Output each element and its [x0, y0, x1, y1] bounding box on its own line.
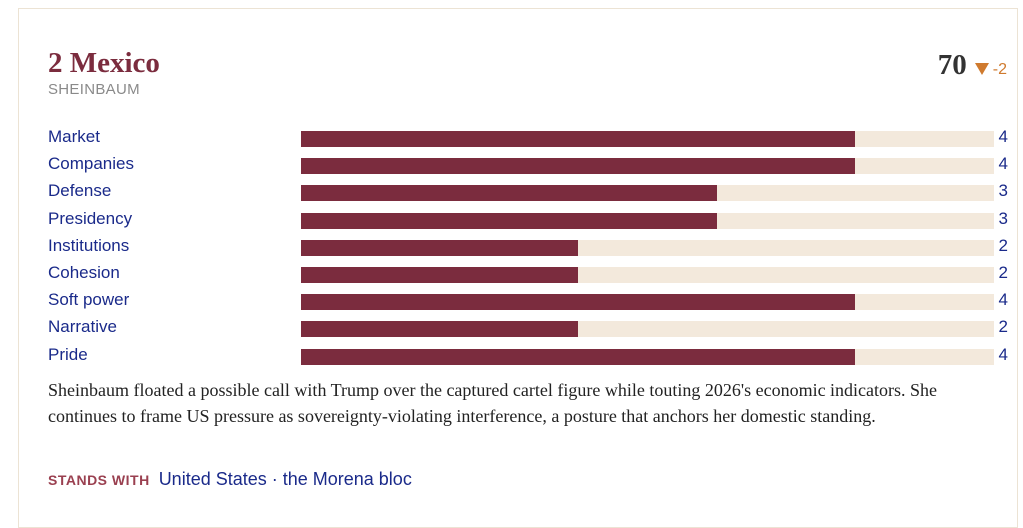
metric-label: Soft power — [48, 290, 130, 310]
metric-bar-track — [301, 239, 994, 256]
metric-bar-track — [301, 158, 994, 175]
metric-bar-fill — [301, 212, 717, 229]
metric-row: Cohesion 2 — [48, 259, 1010, 286]
score-block: 70 -2 — [938, 49, 1007, 82]
metric-label: Cohesion — [48, 262, 120, 282]
metric-row: Narrative 2 — [48, 313, 1010, 340]
metric-value: 2 — [998, 262, 1008, 282]
country-title: 2 Mexico — [48, 47, 160, 79]
metric-label: Defense — [48, 181, 112, 201]
metric-value: 4 — [998, 127, 1008, 146]
metric-bar-fill — [301, 185, 717, 202]
metric-label: Pride — [48, 344, 88, 364]
metric-value: 2 — [998, 235, 1008, 255]
metric-row: Institutions 2 — [48, 232, 1010, 259]
metric-row: Companies 4 — [48, 150, 1010, 177]
metric-value: 3 — [998, 181, 1008, 201]
metric-bar-track — [301, 321, 994, 338]
metric-row: Presidency 3 — [48, 205, 1010, 232]
metric-label: Market — [48, 127, 100, 146]
metric-bar-track — [301, 348, 994, 365]
metric-value: 4 — [998, 154, 1008, 174]
metric-value: 4 — [998, 344, 1008, 364]
metric-bar-fill — [301, 348, 856, 365]
metric-label: Institutions — [48, 235, 130, 255]
summary-text: Sheinbaum floated a possible call with T… — [48, 380, 938, 426]
down-triangle-icon — [974, 62, 989, 75]
metric-value: 3 — [998, 208, 1008, 228]
metric-bar-fill — [301, 158, 856, 175]
metric-row: Defense 3 — [48, 177, 1010, 204]
metric-label: Narrative — [48, 317, 117, 337]
metric-list: Market 4 Companies 4 Defense 3 Presidency 3 Inst… — [48, 123, 1010, 368]
metric-value: 2 — [998, 317, 1008, 337]
stands-with-value: United States · the Morena bloc — [158, 469, 412, 489]
stands-with-label: STANDS WITH — [48, 472, 150, 488]
metric-value: 4 — [998, 290, 1008, 310]
metric-label: Presidency — [48, 208, 133, 228]
leader-name: SHEINBAUM — [48, 81, 140, 98]
metric-row: Soft power 4 — [48, 286, 1010, 313]
metric-bar-fill — [301, 131, 856, 147]
metric-row: Pride 4 — [48, 341, 1010, 368]
stands-with: STANDS WITH United States · the Morena b… — [48, 469, 412, 490]
metric-bar-track — [301, 185, 994, 202]
metric-bar-track — [301, 266, 994, 283]
metric-bar-track — [301, 212, 994, 229]
metric-row: Market 4 — [48, 123, 1010, 150]
metric-bar-track — [301, 131, 994, 147]
metric-bar-fill — [301, 266, 579, 283]
metric-bar-fill — [301, 239, 579, 256]
country-header: 2 Mexico SHEINBAUM — [48, 47, 160, 98]
metric-bar-fill — [301, 321, 579, 338]
metric-bar-fill — [301, 294, 856, 311]
score-value: 70 — [937, 49, 967, 81]
metric-bar-track — [301, 294, 994, 311]
country-card: 2 Mexico SHEINBAUM 70 -2 Market 4 Companie… — [18, 8, 1018, 528]
metric-label: Companies — [48, 154, 134, 174]
score-delta: -2 — [992, 61, 1007, 78]
